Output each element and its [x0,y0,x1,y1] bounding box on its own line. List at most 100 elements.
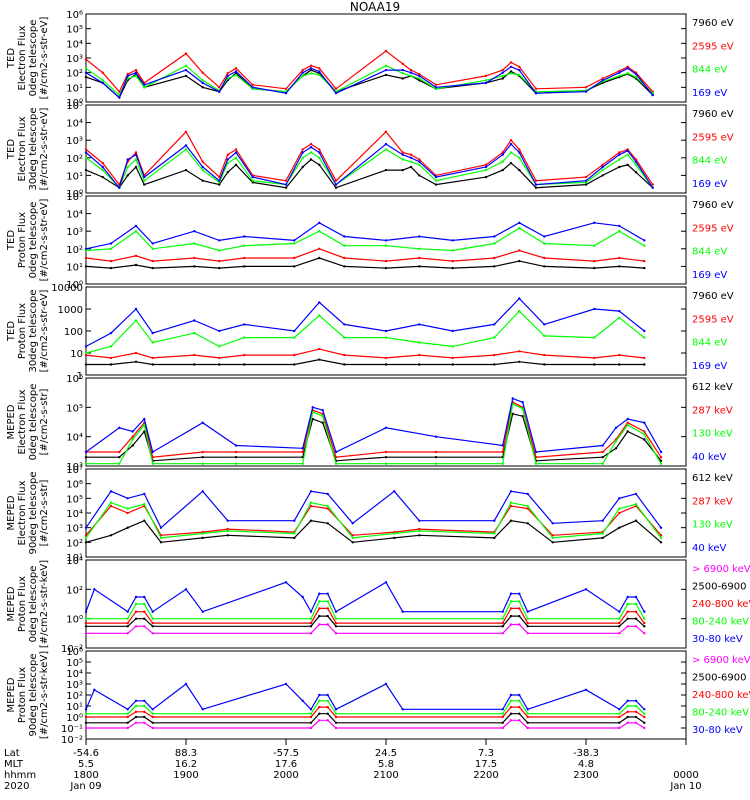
data-point [234,67,238,70]
data-point [601,519,604,522]
data-point [84,450,88,454]
data-point [159,526,163,529]
data-point [293,239,296,242]
data-point [593,363,596,366]
y-tick-label: 10⁰ [66,280,83,291]
y-tick-label: 10⁻² [61,735,83,746]
data-point [401,151,404,154]
y-tick-label: 10³ [66,136,83,147]
data-point [309,67,313,70]
data-point [401,168,404,172]
data-point [226,171,229,174]
data-point [134,625,138,628]
data-point [134,319,138,322]
data-point [309,68,313,72]
data-point [309,617,313,620]
data-point [318,301,321,304]
data-point [601,532,604,535]
data-point [509,161,513,165]
data-point [418,174,421,177]
data-point [409,153,413,156]
x-tick-label: 1900 [173,770,198,781]
data-point [126,721,129,724]
data-point [134,704,138,708]
data-point [201,179,204,182]
data-point [134,224,138,228]
data-point [126,715,129,719]
series-line-3-4 [85,222,645,250]
data-point [318,705,321,709]
data-point [409,165,413,169]
data-point [126,74,129,78]
data-point [601,174,604,177]
data-point [534,462,538,465]
data-point [593,336,596,339]
data-point [618,71,621,74]
data-point [118,450,121,454]
data-point [593,356,596,360]
data-point [293,265,296,268]
x-tick-label: 1800 [73,770,98,781]
data-point [601,456,604,459]
data-point [534,183,538,186]
data-point [143,625,146,628]
data-point [318,347,321,351]
data-point [451,266,454,270]
data-point [118,456,121,459]
data-point [84,168,88,172]
data-point [384,450,388,454]
data-point [614,447,618,450]
data-point [201,708,204,711]
data-point [334,186,338,189]
data-point [418,256,421,260]
data-point [501,625,504,628]
data-point [151,266,154,270]
data-point [634,625,638,628]
data-point [101,161,104,165]
data-point [618,511,621,515]
data-point [434,86,438,89]
data-point [84,75,88,79]
data-point [318,699,321,702]
data-point [334,456,338,459]
y-axis-label: TEDElectron Flux0deg telescope[#/cm2-s-s… [6,17,50,100]
data-point [384,239,388,242]
data-point [218,363,221,366]
data-point [201,160,204,163]
data-point [201,168,204,172]
data-point [418,323,421,326]
y-tick-label: 10¹ [66,262,83,273]
x-tick-label: 5.8 [378,759,394,770]
data-point [326,699,329,702]
y-tick-label: 10¹ [66,553,83,564]
data-point [151,259,154,263]
data-point [501,168,504,172]
data-point [126,625,129,628]
data-point [534,456,538,459]
data-point [614,426,618,429]
data-point [509,72,513,75]
data-point [401,158,404,161]
data-point [334,726,338,730]
data-point [526,712,529,715]
data-point [634,163,638,166]
data-point [84,534,88,537]
data-point [234,462,238,465]
data-point [534,450,538,454]
data-point [193,242,196,245]
data-point [311,417,314,421]
data-point [151,621,154,625]
data-point [184,144,188,147]
data-point [151,462,154,465]
figure-title: NOAA19 [350,0,400,14]
data-point [84,151,88,154]
data-point [151,708,154,711]
data-point [151,456,154,459]
data-point [334,625,338,628]
data-point [643,721,646,724]
data-point [109,331,113,335]
data-point [84,256,88,260]
y-tick-label: 10⁴ [66,556,83,567]
data-point [226,534,229,537]
data-point [101,175,104,179]
